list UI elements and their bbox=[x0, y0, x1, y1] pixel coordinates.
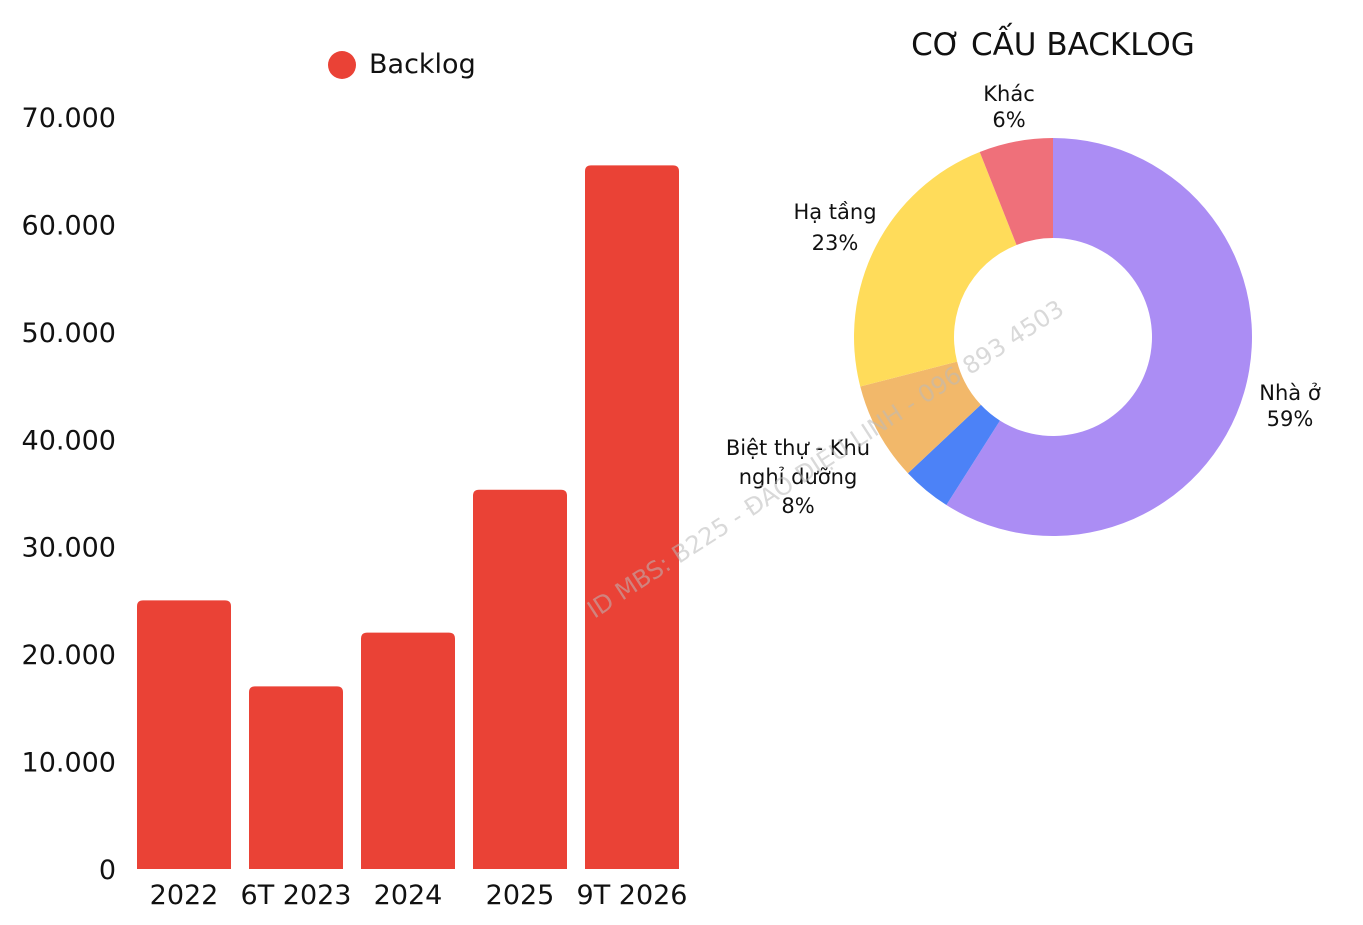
y-tick-label: 10.000 bbox=[22, 748, 116, 779]
donut-title: CƠ CẤU BACKLOG bbox=[911, 24, 1195, 63]
bar bbox=[585, 165, 679, 870]
y-axis-ticks: 0 10.000 20.000 30.000 40.000 50.000 60.000 70.… bbox=[22, 103, 116, 886]
slice-label: Nhà ở 59% bbox=[1259, 381, 1321, 431]
donut-labels: Nhà ở 59% Biệt thự - Khu nghỉ dưỡng 8% Hạ tần… bbox=[726, 82, 1321, 518]
y-tick-label: 70.000 bbox=[22, 103, 116, 134]
y-tick-label: 50.000 bbox=[22, 318, 116, 349]
bar bbox=[361, 632, 455, 869]
bar bbox=[473, 489, 567, 869]
donut-chart: CƠ CẤU BACKLOG Nhà ở 59% Biệt thự - Khu ngh… bbox=[726, 24, 1321, 536]
donut-slice bbox=[860, 361, 981, 474]
bars bbox=[137, 165, 679, 870]
bar bbox=[249, 686, 343, 869]
donut-slice bbox=[979, 138, 1053, 245]
y-tick-label: 20.000 bbox=[22, 640, 116, 671]
x-tick-label: 2025 bbox=[486, 880, 555, 911]
x-tick-label: 6T 2023 bbox=[241, 880, 352, 911]
y-tick-label: 40.000 bbox=[22, 425, 116, 456]
donut-slice bbox=[907, 404, 1000, 506]
slice-label: Biệt thự - Khu nghỉ dưỡng 8% bbox=[726, 436, 870, 518]
legend-label: Backlog bbox=[369, 49, 476, 80]
y-tick-label: 30.000 bbox=[22, 533, 116, 564]
donut-slice bbox=[854, 151, 1017, 387]
slice-label: Khác 6% bbox=[983, 82, 1035, 132]
bar-legend: Backlog bbox=[328, 49, 476, 80]
y-tick-label: 0 bbox=[99, 855, 116, 886]
x-tick-label: 2022 bbox=[150, 880, 219, 911]
x-axis-labels: 2022 6T 2023 2024 2025 9T 2026 bbox=[150, 880, 688, 911]
bar bbox=[137, 600, 231, 869]
donut-slice bbox=[946, 138, 1252, 536]
x-tick-label: 9T 2026 bbox=[577, 880, 688, 911]
x-tick-label: 2024 bbox=[374, 880, 443, 911]
slice-label: Hạ tầng 23% bbox=[793, 200, 876, 255]
y-tick-label: 60.000 bbox=[22, 210, 116, 241]
legend-marker bbox=[328, 51, 356, 79]
bar-chart: Backlog 0 10.000 20.000 30.000 40.000 50.000 6… bbox=[22, 49, 688, 911]
donut-slices bbox=[854, 138, 1252, 536]
